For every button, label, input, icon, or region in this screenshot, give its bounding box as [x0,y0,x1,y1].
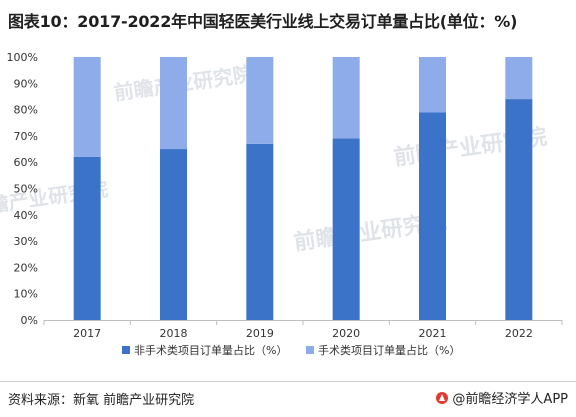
bar-surgical-2021 [419,57,446,113]
y-tick-label: 30% [14,235,38,248]
y-tick-label: 50% [14,183,38,196]
y-tick-label: 10% [14,288,38,301]
x-tick-label: 2021 [419,327,447,340]
bar-nonsurgical-2020 [332,138,360,320]
front-brand-icon [436,391,449,404]
brand-label: @前瞻经济学人APP [435,388,568,407]
y-tick-label: 70% [14,130,38,143]
legend: 非手术类项目订单量占比（%） 手术类项目订单量占比（%） [122,343,460,357]
bar-nonsurgical-2018 [160,149,187,320]
bar-nonsurgical-2021 [419,112,446,320]
y-tick-label: 90% [14,77,38,90]
x-tick-label: 2022 [505,327,533,340]
x-tick-label: 2020 [332,327,360,340]
brand-text: @前瞻经济学人APP [452,392,568,407]
legend-swatch [306,346,314,354]
y-tick-label: 80% [14,104,38,117]
y-tick-label: 60% [14,156,38,169]
bars-layer [73,57,533,320]
source-note: 资料来源：新氧 前瞻产业研究院 [8,393,195,408]
bar-surgical-2022 [505,57,533,100]
x-tick-label: 2017 [73,327,101,340]
bar-nonsurgical-2022 [505,99,533,320]
bar-surgical-2020 [332,57,360,139]
y-tick-label: 0% [21,314,38,327]
bar-surgical-2017 [73,57,101,157]
bar-surgical-2019 [246,57,274,144]
y-tick-label: 20% [14,261,38,274]
y-tick-label: 40% [14,209,38,222]
bar-surgical-2018 [160,57,187,150]
axes-layer: 0% 10% 20% 30% 40% 50% 60% 70% 80% 90% 100% 2017 201… [7,51,563,340]
chart-title: 图表10：2017-2022年中国轻医美行业线上交易订单量占比(单位：%) [8,12,518,31]
y-tick-label: 100% [7,51,38,64]
bar-nonsurgical-2017 [73,156,101,320]
footer-divider [0,381,576,382]
x-tick-label: 2019 [246,327,274,340]
x-tick-label: 2018 [160,327,188,340]
legend-label: 非手术类项目订单量占比（%） [134,343,287,357]
bar-nonsurgical-2019 [246,143,274,320]
legend-label: 手术类项目订单量占比（%） [318,343,460,357]
stacked-bar-chart: 前瞻产业研究院前瞻产业研究院前瞻产业研究院前瞻产业研究院 0%10%20%30%… [0,51,563,357]
legend-swatch [122,346,130,354]
